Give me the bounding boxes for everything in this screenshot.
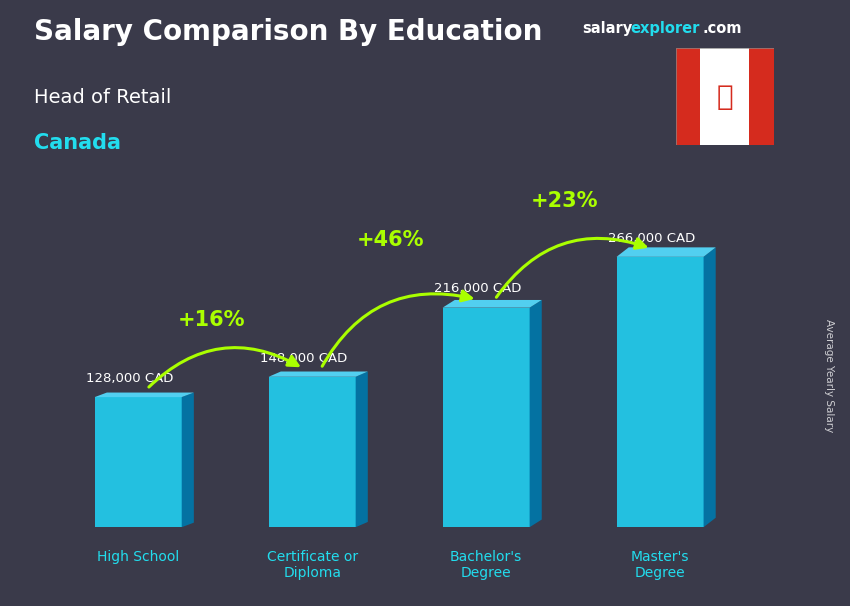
Text: Certificate or
Diploma: Certificate or Diploma — [267, 550, 358, 580]
Text: 216,000 CAD: 216,000 CAD — [434, 282, 521, 296]
Text: Head of Retail: Head of Retail — [34, 88, 172, 107]
Polygon shape — [269, 371, 368, 377]
Text: salary: salary — [582, 21, 632, 36]
Polygon shape — [616, 247, 716, 257]
Text: Master's
Degree: Master's Degree — [631, 550, 689, 580]
Polygon shape — [616, 257, 704, 527]
Text: Salary Comparison By Education: Salary Comparison By Education — [34, 18, 542, 46]
Text: .com: .com — [702, 21, 741, 36]
Text: High School: High School — [97, 550, 179, 564]
Polygon shape — [355, 371, 368, 527]
Text: Canada: Canada — [34, 133, 121, 153]
Text: +46%: +46% — [357, 230, 424, 250]
Text: 🍁: 🍁 — [717, 83, 733, 111]
Polygon shape — [94, 397, 182, 527]
Polygon shape — [443, 308, 530, 527]
Text: +23%: +23% — [530, 191, 598, 211]
Polygon shape — [269, 377, 355, 527]
Polygon shape — [530, 300, 541, 527]
Text: explorer: explorer — [631, 21, 700, 36]
Polygon shape — [443, 300, 541, 308]
Polygon shape — [94, 393, 194, 397]
Text: 266,000 CAD: 266,000 CAD — [608, 231, 695, 245]
Polygon shape — [676, 48, 700, 145]
Polygon shape — [676, 48, 774, 145]
Polygon shape — [749, 48, 774, 145]
Polygon shape — [704, 247, 716, 527]
Text: +16%: +16% — [178, 310, 245, 330]
Text: Average Yearly Salary: Average Yearly Salary — [824, 319, 834, 432]
Text: 128,000 CAD: 128,000 CAD — [86, 372, 173, 385]
Polygon shape — [182, 393, 194, 527]
Text: Bachelor's
Degree: Bachelor's Degree — [450, 550, 522, 580]
Text: 148,000 CAD: 148,000 CAD — [260, 351, 347, 365]
